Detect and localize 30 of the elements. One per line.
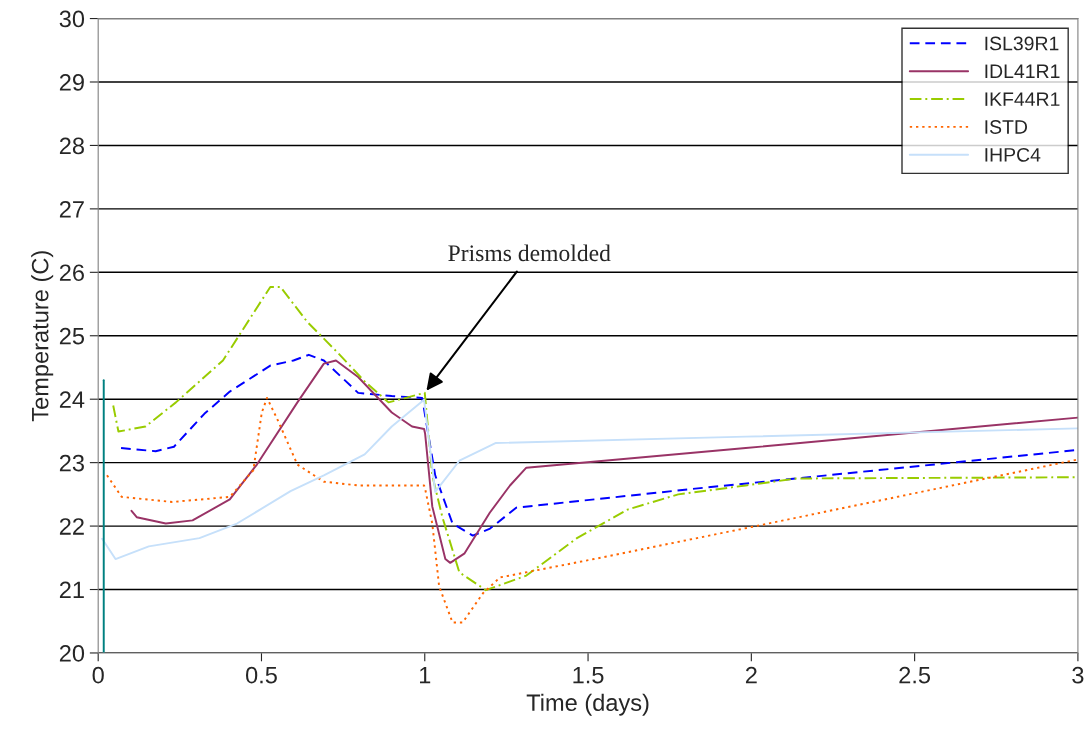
y-tick-label: 20 (59, 645, 85, 662)
legend-label: IKF44R1 (985, 92, 1060, 106)
line-series (106, 396, 1078, 624)
y-tick-label: 28 (59, 137, 84, 155)
x-tick-label: 2.5 (899, 666, 931, 684)
x-tick-label: 0 (92, 666, 104, 684)
legend-label: ISTD (985, 120, 1028, 134)
y-tick-label: 24 (59, 391, 85, 408)
x-tick-label: 3 (1072, 666, 1084, 684)
x-tick-label: 0.5 (245, 666, 277, 684)
y-tick-label: 26 (59, 264, 84, 282)
line-series (101, 398, 1078, 561)
line-series (112, 285, 1078, 592)
legend-label: IHPC4 (985, 147, 1041, 162)
y-axis-title: Temperature (C) (31, 251, 54, 422)
x-axis-title: Time (days) (526, 693, 649, 716)
annotation: Prisms demolded (448, 244, 611, 262)
legend-label: ISL39R1 (985, 36, 1059, 51)
x-tick-label: 2 (745, 666, 757, 684)
y-tick-label: 25 (59, 327, 85, 345)
y-tick-label: 29 (59, 74, 84, 91)
x-tick-label: 1 (420, 667, 431, 684)
y-tick-label: 27 (59, 200, 84, 218)
y-tick-label: 22 (59, 518, 84, 535)
x-tick-label: 1.5 (573, 667, 604, 684)
y-tick-label: 30 (59, 10, 85, 28)
y-tick-label: 21 (59, 581, 84, 599)
legend-label: IDL41R1 (985, 64, 1060, 78)
line-series (130, 359, 1078, 564)
y-tick-label: 23 (59, 454, 84, 472)
